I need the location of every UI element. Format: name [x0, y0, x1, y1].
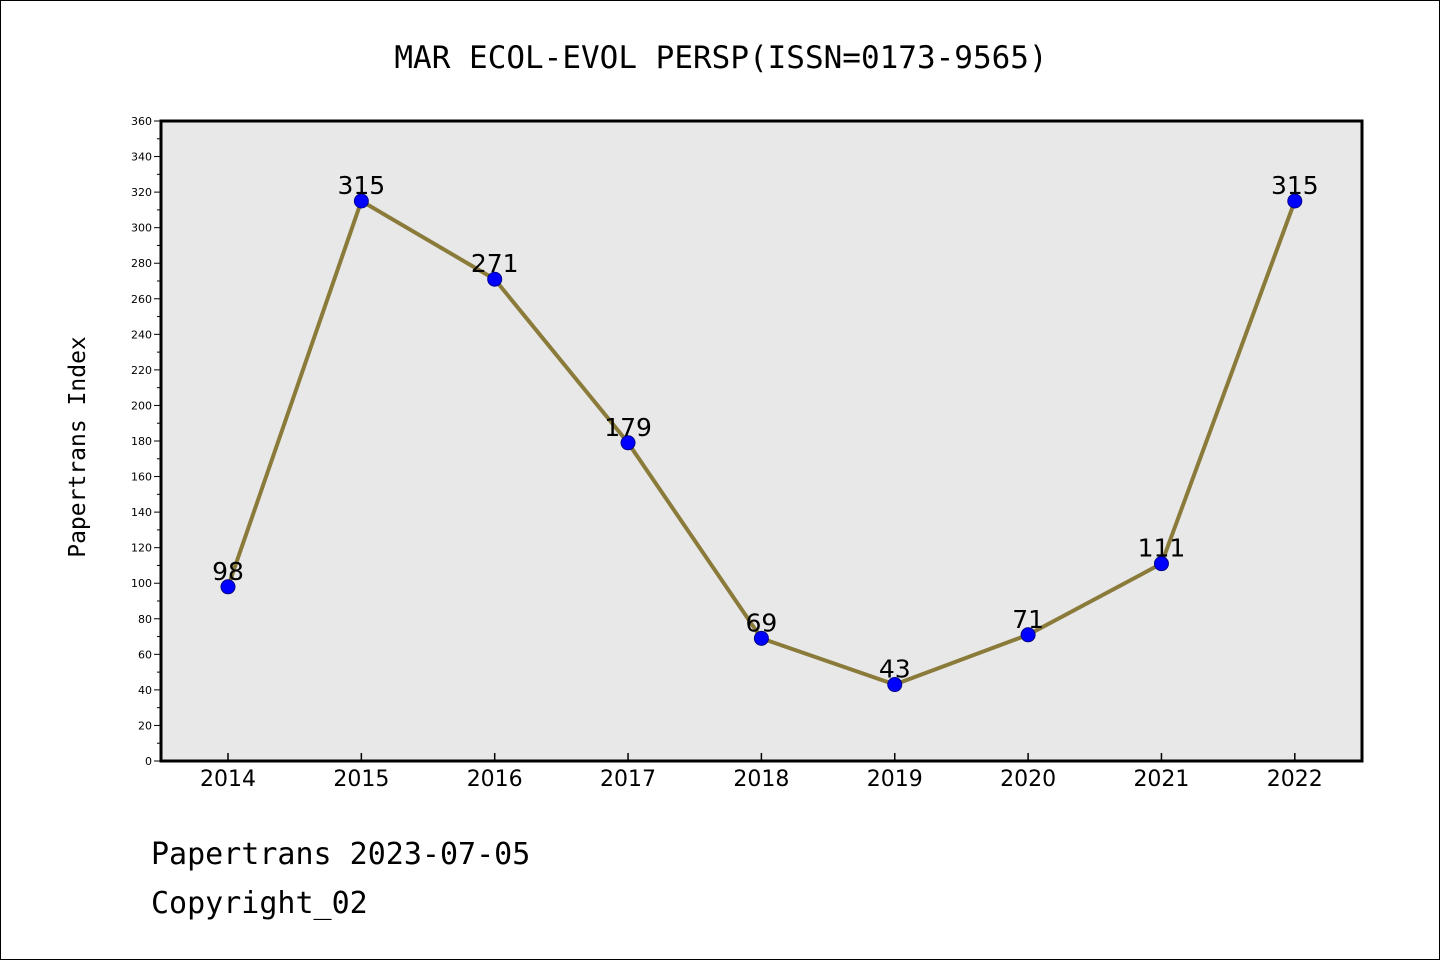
data-point — [753, 630, 769, 646]
data-label: 98 — [212, 557, 244, 586]
data-point — [1153, 556, 1169, 572]
x-tick-label: 2020 — [1000, 767, 1056, 792]
y-tick-label: 20 — [138, 719, 152, 732]
y-tick-label: 220 — [131, 364, 152, 377]
data-point — [353, 193, 369, 209]
y-axis-label: Papertrans Index — [65, 336, 91, 558]
y-axis-ticks: 0 20 40 60 80 100 120 140 160 180 200 220 240 260 280 3… — [131, 115, 161, 768]
y-tick-label: 300 — [131, 222, 152, 235]
y-tick-label: 60 — [138, 648, 152, 661]
data-label: 271 — [471, 249, 519, 278]
x-tick-label: 2017 — [600, 767, 656, 792]
x-tick-label: 2022 — [1267, 767, 1323, 792]
plot-area — [161, 121, 1362, 761]
data-point — [1287, 193, 1303, 209]
y-tick-label: 0 — [145, 755, 152, 768]
x-axis-ticks: 2014 2015 2016 2017 2018 2019 2020 2021 2022 — [200, 753, 1323, 792]
y-tick-label: 100 — [131, 577, 152, 590]
x-tick-label: 2018 — [733, 767, 789, 792]
data-label: 111 — [1138, 534, 1186, 563]
y-tick-label: 280 — [131, 257, 152, 270]
data-point — [887, 677, 903, 693]
data-markers — [220, 193, 1303, 693]
data-label: 69 — [745, 608, 777, 637]
x-tick-label: 2015 — [333, 767, 389, 792]
y-tick-label: 80 — [138, 613, 152, 626]
y-tick-label: 360 — [131, 115, 152, 128]
x-tick-label: 2019 — [867, 767, 923, 792]
y-tick-label: 140 — [131, 506, 152, 519]
footer-date-text: Papertrans 2023-07-05 — [151, 837, 531, 872]
x-tick-label: 2014 — [200, 767, 256, 792]
y-tick-label: 40 — [138, 684, 152, 697]
y-tick-label: 340 — [131, 151, 152, 164]
y-tick-label: 320 — [131, 186, 152, 199]
data-point — [487, 271, 503, 287]
x-tick-label: 2016 — [467, 767, 523, 792]
plot-frame — [159, 119, 1364, 763]
y-tick-label: 240 — [131, 328, 152, 341]
data-point — [620, 435, 636, 451]
data-label: 315 — [337, 171, 385, 200]
data-point — [220, 579, 236, 595]
y-tick-label: 120 — [131, 542, 152, 555]
data-label: 43 — [879, 655, 911, 684]
data-label: 315 — [1271, 171, 1319, 200]
data-point — [1020, 627, 1036, 643]
x-tick-label: 2021 — [1133, 767, 1189, 792]
data-label: 71 — [1012, 605, 1044, 634]
footer-copyright-text: Copyright_02 — [151, 886, 368, 921]
chart-title: MAR ECOL-EVOL PERSP(ISSN=0173-9565) — [394, 40, 1047, 76]
data-labels: 98 315 271 179 69 43 71 111 315 — [212, 171, 1319, 684]
y-tick-label: 260 — [131, 293, 152, 306]
y-tick-label: 180 — [131, 435, 152, 448]
y-tick-label: 160 — [131, 471, 152, 484]
y-tick-label: 200 — [131, 399, 152, 412]
data-label: 179 — [604, 413, 652, 442]
